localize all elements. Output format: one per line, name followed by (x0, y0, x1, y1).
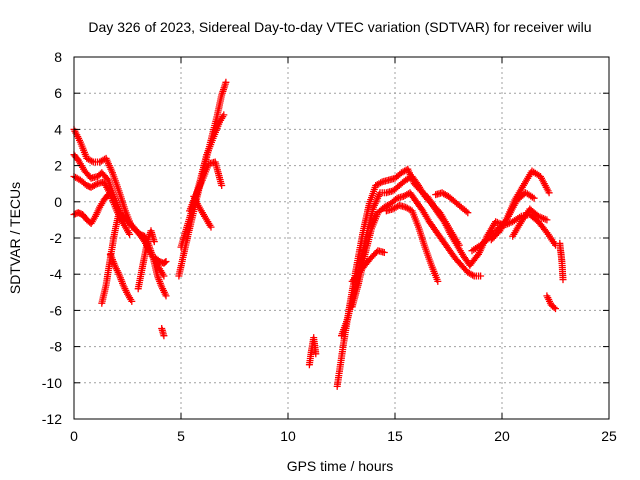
series-arc6 (106, 250, 136, 305)
series-arc20 (382, 201, 442, 285)
series-arc13 (186, 158, 226, 215)
series-arc14 (190, 192, 215, 231)
point-marks (305, 334, 320, 369)
grid (74, 57, 609, 419)
series-arc15 (305, 334, 320, 369)
point-marks (348, 247, 388, 285)
series-arc8 (134, 227, 158, 293)
y-tick-label: -2 (50, 230, 63, 246)
x-tick-label: 15 (387, 428, 403, 444)
point-marks (432, 189, 472, 217)
point-marks (151, 254, 170, 267)
y-tick-label: 8 (54, 49, 62, 65)
series-arc26 (543, 292, 559, 313)
point-marks (556, 239, 567, 284)
point-marks (509, 205, 551, 240)
y-tick-label: 0 (54, 194, 62, 210)
series-arc24 (487, 189, 538, 244)
series-arc25 (509, 205, 551, 240)
x-tick-label: 5 (177, 428, 185, 444)
point-marks (543, 292, 559, 313)
x-tick-label: 0 (70, 428, 78, 444)
series-arc18 (348, 189, 485, 311)
y-axis-title: SDTVAR / TECUs (7, 182, 23, 294)
series-arc4 (70, 191, 112, 227)
point-marks (106, 250, 136, 305)
series-arc27 (556, 239, 567, 284)
x-axis-title: GPS time / hours (287, 458, 394, 474)
point-marks (348, 189, 485, 311)
point-marks (158, 325, 168, 340)
series-arc21 (432, 189, 472, 217)
point-marks (70, 191, 112, 227)
point-marks (190, 192, 215, 231)
x-tick-label: 20 (494, 428, 510, 444)
series-arc10 (158, 325, 168, 340)
point-marks (382, 201, 442, 285)
y-tick-label: -12 (42, 411, 62, 427)
point-marks (134, 227, 158, 293)
data-points (70, 78, 567, 390)
y-tick-label: -10 (42, 375, 62, 391)
point-marks (186, 158, 226, 215)
y-tick-label: -4 (50, 266, 63, 282)
x-tick-label: 25 (601, 428, 617, 444)
point-marks (487, 189, 538, 244)
y-tick-label: 2 (54, 158, 62, 174)
y-tick-label: -6 (50, 302, 63, 318)
chart-title: Day 326 of 2023, Sidereal Day-to-day VTE… (88, 19, 591, 35)
series-arc9 (151, 254, 170, 267)
x-tick-label: 10 (280, 428, 296, 444)
y-tick-label: 6 (54, 85, 62, 101)
axis-ticks: 0 5 10 15 20 25 -12 -10 -8 -6 -4 -2 0 2 4 6 8 (42, 49, 617, 444)
y-tick-label: -8 (50, 339, 63, 355)
series-arc19 (348, 247, 388, 285)
y-tick-label: 4 (54, 121, 62, 137)
